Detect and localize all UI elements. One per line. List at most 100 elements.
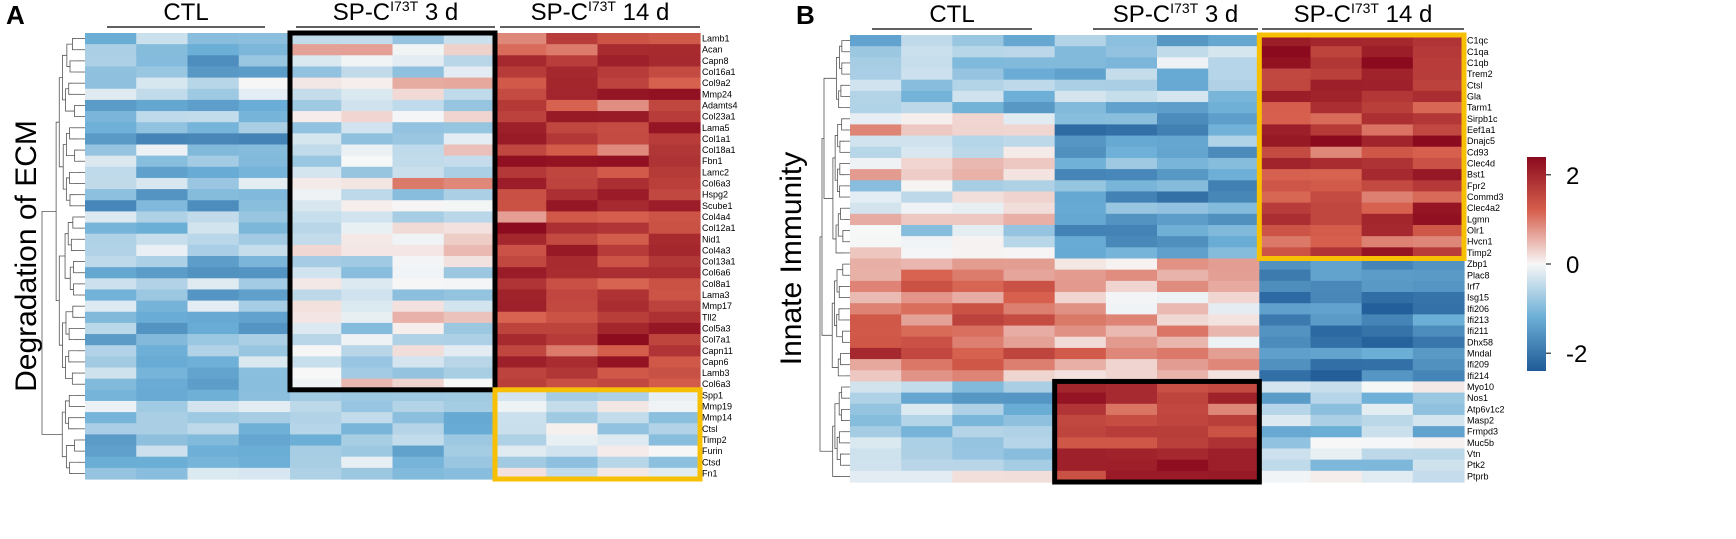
heatmap-cell <box>1208 102 1260 114</box>
heatmap-cell <box>1259 381 1312 394</box>
heatmap-cell <box>648 55 701 68</box>
heatmap-cell <box>952 113 1005 126</box>
heatmap-cell <box>495 445 547 458</box>
heatmap-cell <box>443 278 496 291</box>
heatmap-cell <box>187 300 240 313</box>
heatmap-cell <box>495 412 547 424</box>
heatmap-cell <box>187 289 240 302</box>
gene-label: Mmp17 <box>702 301 732 311</box>
heatmap-cell <box>392 334 445 346</box>
heatmap-cell <box>392 300 445 313</box>
heatmap-cell <box>290 467 342 480</box>
heatmap-cell <box>290 200 342 212</box>
dendrogram-link <box>841 62 846 75</box>
heatmap-cell <box>648 300 701 313</box>
dendrogram-link <box>62 54 67 101</box>
heatmap-cell <box>1105 213 1158 226</box>
heatmap-cell <box>1259 57 1312 70</box>
heatmap-cell <box>290 66 342 79</box>
heatmap-cell <box>1412 403 1465 416</box>
heatmap-cell <box>901 102 953 114</box>
heatmap-cell <box>1310 169 1363 181</box>
dendrogram-link <box>819 236 833 452</box>
heatmap-cell <box>952 247 1005 260</box>
dendrogram-link <box>821 137 833 336</box>
colorbar: 2 0 -2 <box>1527 157 1587 371</box>
heatmap-cell <box>238 467 291 480</box>
heatmap-cell <box>952 46 1005 58</box>
heatmap-cell <box>1054 437 1107 450</box>
dendrogram-link <box>65 177 70 201</box>
heatmap-cell <box>901 68 953 81</box>
heatmap-cell <box>597 389 650 402</box>
heatmap-cell <box>238 334 291 346</box>
heatmap-cell <box>1361 381 1414 394</box>
gene-label: Olr1 <box>1467 226 1484 236</box>
heatmap-cell <box>850 35 902 47</box>
heatmap-cell <box>1310 135 1363 148</box>
heatmap-cell <box>392 456 445 469</box>
dendrogram-link <box>74 105 79 118</box>
heatmap-cell <box>1208 359 1260 371</box>
group-label-sup: I73T <box>1351 0 1379 16</box>
heatmap-cell <box>1003 403 1056 416</box>
heatmap-cell <box>443 300 496 313</box>
heatmap-cell <box>443 423 496 435</box>
heatmap-cell <box>392 356 445 369</box>
gene-label: Col18a1 <box>702 145 736 155</box>
heatmap-cell <box>238 289 291 302</box>
heatmap-cell <box>597 356 650 369</box>
heatmap-cell <box>136 111 189 123</box>
heatmap-cell <box>392 278 445 291</box>
heatmap-cell <box>1361 68 1414 81</box>
heatmap-cell <box>187 233 240 246</box>
heatmap-cell <box>187 412 240 424</box>
heatmap-cell <box>85 66 137 79</box>
heatmap-cell <box>546 155 599 168</box>
heatmap-cell <box>597 289 650 302</box>
heatmap-cell <box>1003 146 1056 159</box>
heatmap-cell <box>1361 146 1414 159</box>
heatmap-cell <box>1361 202 1414 215</box>
heatmap-cell <box>1310 202 1363 215</box>
heatmap-cell <box>85 400 137 413</box>
heatmap-cell <box>187 311 240 324</box>
heatmap-cell <box>1259 292 1312 304</box>
heatmap-cell <box>341 177 394 190</box>
heatmap-cell <box>850 102 902 114</box>
heatmap-cell <box>952 437 1005 450</box>
heatmap-cell <box>495 166 547 179</box>
dendrogram-link <box>831 302 839 368</box>
gene-label: Masp2 <box>1467 416 1494 426</box>
heatmap-cell <box>136 311 189 324</box>
heatmap-cell <box>648 211 701 224</box>
heatmap-cell <box>901 224 953 237</box>
heatmap-cell <box>648 122 701 134</box>
heatmap-cell <box>1003 269 1056 282</box>
colorbar-tick-label: 2 <box>1566 163 1579 190</box>
dendrogram-link <box>55 121 60 301</box>
heatmap-cell <box>341 400 394 413</box>
group-label-base: CTL <box>929 1 974 28</box>
dendrogram-link <box>73 283 78 296</box>
heatmap-cell <box>1105 437 1158 450</box>
heatmap-cell <box>1157 90 1209 103</box>
heatmap-cell <box>187 378 240 391</box>
heatmap-a <box>85 33 701 480</box>
dendrogram-link <box>840 207 844 220</box>
heatmap-cell <box>443 111 496 123</box>
heatmap-cell <box>901 347 953 360</box>
heatmap-cell <box>901 470 953 483</box>
heatmap-cell <box>1259 247 1312 260</box>
heatmap-cell <box>1105 269 1158 282</box>
heatmap-cell <box>341 166 394 179</box>
gene-label: Col9a2 <box>702 78 731 88</box>
heatmap-cell <box>1157 459 1209 472</box>
heatmap-cell <box>238 189 291 201</box>
heatmap-cell <box>648 77 701 90</box>
heatmap-cell <box>1003 46 1056 58</box>
dendrogram-a <box>41 38 85 474</box>
heatmap-cell <box>1054 68 1107 81</box>
heatmap-cell <box>901 180 953 193</box>
heatmap-cell <box>901 303 953 315</box>
